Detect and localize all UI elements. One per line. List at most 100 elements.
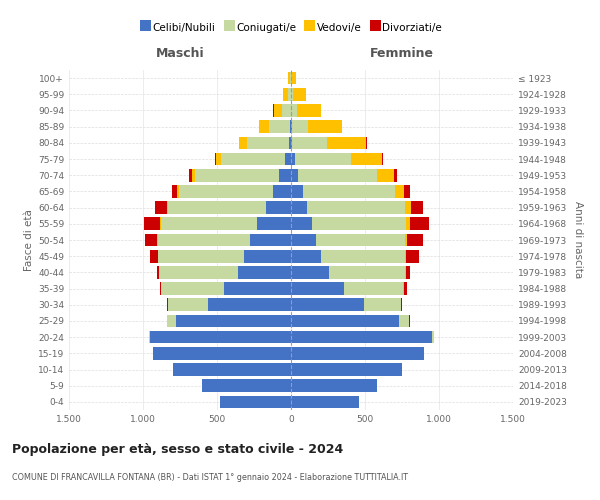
Bar xyxy=(266,202,291,214)
Bar xyxy=(154,347,291,360)
Text: Femmine: Femmine xyxy=(370,48,434,60)
Bar xyxy=(168,298,208,311)
Bar xyxy=(344,282,403,295)
Bar xyxy=(161,282,224,295)
Bar xyxy=(399,314,409,328)
Bar xyxy=(291,136,292,149)
Bar xyxy=(167,298,168,311)
Bar xyxy=(221,152,285,166)
Bar xyxy=(290,120,291,133)
Bar xyxy=(291,363,402,376)
Bar xyxy=(291,104,297,117)
Bar xyxy=(269,120,290,133)
Bar xyxy=(149,250,158,262)
Bar xyxy=(289,136,291,149)
Y-axis label: Anni di nascita: Anni di nascita xyxy=(572,202,583,278)
Bar xyxy=(285,152,291,166)
Bar xyxy=(291,314,399,328)
Bar xyxy=(410,218,429,230)
Bar xyxy=(291,396,359,408)
Bar xyxy=(291,218,312,230)
Bar xyxy=(291,169,298,181)
Bar xyxy=(149,331,151,344)
Bar xyxy=(216,152,221,166)
Bar xyxy=(144,218,160,230)
Bar xyxy=(312,218,406,230)
Bar xyxy=(326,136,367,149)
Bar xyxy=(158,250,244,262)
Bar xyxy=(155,202,167,214)
Bar xyxy=(167,314,176,328)
Bar xyxy=(291,347,424,360)
Bar xyxy=(293,88,305,101)
Bar xyxy=(157,234,158,246)
Bar xyxy=(273,185,291,198)
Bar xyxy=(157,266,159,278)
Bar xyxy=(195,169,279,181)
Bar xyxy=(172,185,177,198)
Bar xyxy=(382,152,383,166)
Bar xyxy=(250,234,291,246)
Bar xyxy=(224,282,291,295)
Bar xyxy=(405,266,406,278)
Bar xyxy=(394,169,397,181)
Bar xyxy=(291,152,295,166)
Bar xyxy=(274,104,283,117)
Bar xyxy=(168,202,266,214)
Bar xyxy=(291,120,292,133)
Bar xyxy=(283,104,290,117)
Bar xyxy=(406,250,419,262)
Bar xyxy=(395,185,404,198)
Bar xyxy=(297,104,321,117)
Bar xyxy=(295,152,351,166)
Bar xyxy=(407,234,424,246)
Bar xyxy=(238,266,291,278)
Bar xyxy=(176,314,291,328)
Bar xyxy=(298,169,377,181)
Bar xyxy=(410,202,423,214)
Bar xyxy=(189,169,192,181)
Bar xyxy=(401,298,402,311)
Bar xyxy=(291,380,377,392)
Bar xyxy=(377,169,394,181)
Bar xyxy=(405,234,407,246)
Bar xyxy=(215,152,216,166)
Bar xyxy=(145,234,157,246)
Bar xyxy=(431,331,434,344)
Bar xyxy=(161,218,257,230)
Text: Popolazione per età, sesso e stato civile - 2024: Popolazione per età, sesso e stato civil… xyxy=(12,442,343,456)
Bar xyxy=(351,152,382,166)
Bar xyxy=(329,266,405,278)
Bar xyxy=(289,72,290,85)
Bar xyxy=(291,331,431,344)
Bar xyxy=(247,136,289,149)
Bar xyxy=(404,185,410,198)
Bar xyxy=(158,234,250,246)
Bar xyxy=(160,282,161,295)
Bar xyxy=(320,250,405,262)
Bar xyxy=(288,88,291,101)
Bar xyxy=(406,218,410,230)
Bar xyxy=(307,202,405,214)
Bar xyxy=(291,185,303,198)
Bar xyxy=(159,266,238,278)
Bar xyxy=(244,250,291,262)
Bar xyxy=(220,396,291,408)
Bar xyxy=(405,250,406,262)
Bar xyxy=(291,250,320,262)
Bar xyxy=(173,363,291,376)
Bar xyxy=(279,169,291,181)
Text: Maschi: Maschi xyxy=(155,48,205,60)
Bar xyxy=(291,202,307,214)
Bar xyxy=(283,88,288,101)
Bar xyxy=(291,234,316,246)
Bar xyxy=(167,202,168,214)
Bar xyxy=(177,185,179,198)
Bar xyxy=(192,169,195,181)
Bar xyxy=(291,88,293,101)
Bar xyxy=(316,234,405,246)
Bar xyxy=(291,282,344,295)
Bar xyxy=(405,202,410,214)
Bar xyxy=(257,218,291,230)
Text: COMUNE DI FRANCAVILLA FONTANA (BR) - Dati ISTAT 1° gennaio 2024 - Elaborazione T: COMUNE DI FRANCAVILLA FONTANA (BR) - Dat… xyxy=(12,472,408,482)
